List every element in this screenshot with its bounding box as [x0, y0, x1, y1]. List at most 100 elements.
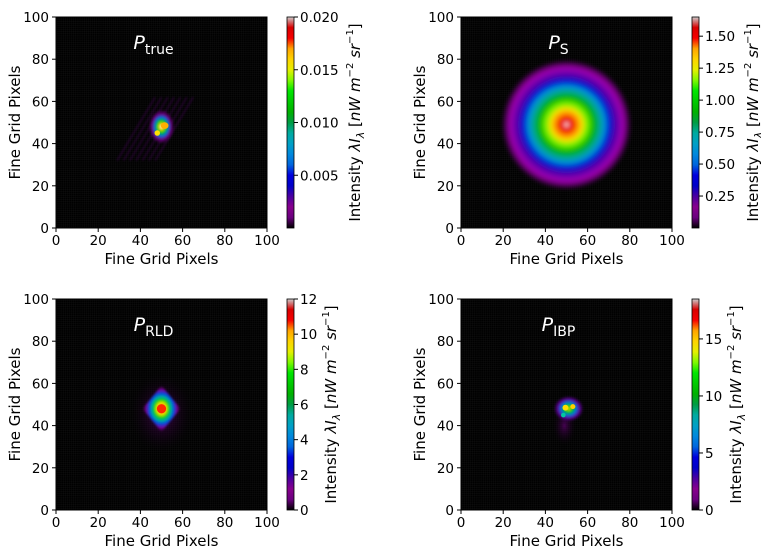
colorbar-label-part: Intensity — [727, 434, 745, 504]
colorbar-label-part: −2 — [726, 345, 737, 360]
colorbar-label-part: −1 — [726, 311, 737, 326]
colorbar-label: Intensity λIλ [nW m−2 sr−1] — [743, 23, 761, 221]
colorbar-label-part: nW m — [744, 77, 761, 121]
colorbar-label-part: ] — [346, 23, 364, 29]
panel-title-sub: true — [145, 42, 174, 58]
colorbar-label-part: [ — [727, 403, 745, 414]
source-knot — [570, 404, 576, 410]
colorbar-tick-label: 2 — [300, 468, 309, 484]
colorbar-label-part: [ — [744, 121, 761, 132]
colorbar-label-part: λ — [330, 414, 343, 422]
x-tick-label: 60 — [174, 515, 191, 531]
x-tick-label: 80 — [621, 515, 638, 531]
colorbar-label: Intensity λIλ [nW m−2 sr−1] — [345, 23, 367, 221]
colorbar — [286, 16, 295, 229]
panel-title-main: P — [542, 314, 554, 336]
colorbar-tick-label: 0.010 — [300, 116, 339, 132]
y-tick-label: 80 — [437, 52, 454, 68]
panel-title-main: P — [548, 32, 560, 54]
colorbar-label-part: nW m — [346, 77, 364, 121]
plot-frame — [55, 298, 268, 511]
colorbar-label-part: λ — [735, 414, 748, 422]
x-tick-label: 80 — [216, 515, 233, 531]
x-tick-label: 60 — [579, 515, 596, 531]
colorbar-tick-label: 0.50 — [705, 157, 735, 173]
x-axis-label: Fine Grid Pixels — [510, 250, 624, 268]
x-tick-label: 100 — [659, 515, 685, 531]
panel-title-main: P — [133, 32, 145, 54]
y-axis-label: Fine Grid Pixels — [411, 65, 429, 179]
colorbar-label-part: nW m — [727, 359, 745, 403]
colorbar-label-part: ] — [744, 23, 761, 29]
colorbar-label-part: sr — [744, 43, 761, 63]
striation — [129, 96, 169, 161]
x-tick-label: 0 — [52, 515, 61, 531]
y-tick-label: 80 — [32, 52, 49, 68]
panel-title-main: P — [134, 314, 146, 336]
panel-title-sub: IBP — [553, 324, 575, 340]
panel-title: Ptrue — [133, 32, 173, 58]
colorbar-tick-label: 0.25 — [705, 189, 735, 205]
y-tick-label: 60 — [437, 94, 454, 110]
y-tick-label: 60 — [32, 376, 49, 392]
x-tick-label: 100 — [254, 515, 280, 531]
colorbar-label-part: λI — [322, 420, 340, 435]
colorbar-tick-label: 8 — [300, 362, 309, 378]
colorbar-label-part: λI — [346, 138, 364, 153]
y-tick-label: 20 — [32, 461, 49, 477]
x-tick-label: 20 — [495, 233, 512, 249]
y-tick-label: 20 — [437, 461, 454, 477]
y-tick-label: 20 — [32, 179, 49, 195]
colorbar-tick-label: 5 — [705, 446, 714, 462]
colorbar-label-part: [ — [346, 121, 364, 132]
colorbar-tick-label: 1.50 — [705, 29, 735, 45]
heatmap-p-rld — [56, 299, 267, 510]
y-tick-label: 100 — [428, 292, 454, 308]
colorbar-label-part: −2 — [743, 63, 754, 78]
y-axis-label: Fine Grid Pixels — [411, 347, 429, 461]
colorbar-tick-label: 10 — [705, 389, 722, 405]
x-axis-label: Fine Grid Pixels — [105, 532, 219, 550]
x-tick-label: 40 — [537, 233, 554, 249]
striation — [116, 96, 156, 161]
striation — [123, 96, 162, 161]
colorbar-label-part: ] — [727, 305, 745, 311]
x-tick-label: 40 — [132, 515, 149, 531]
colorbar-label: Intensity λIλ [nW m−2 sr−1] — [321, 305, 343, 503]
colorbar-tick-label: 0.020 — [300, 10, 339, 26]
heatmap-p-ibp — [461, 299, 672, 510]
x-tick-label: 60 — [174, 233, 191, 249]
panel-title-sub: RLD — [145, 324, 173, 340]
panel-p-s: 0 20 40 60 80 100 0 20 40 60 80 100 Fine Grid Pixels… — [411, 10, 761, 268]
colorbar-label-part: λ — [354, 132, 367, 140]
colorbar-label: Intensity λIλ [nW m−2 sr−1] — [726, 305, 748, 503]
source-knot — [154, 130, 161, 136]
x-axis-label: Fine Grid Pixels — [510, 532, 624, 550]
panel-title-sub: S — [560, 42, 569, 58]
colorbar-tick-label: 6 — [300, 398, 309, 414]
colorbar-tick-label: 0 — [300, 503, 309, 519]
x-tick-label: 60 — [579, 233, 596, 249]
x-tick-label: 20 — [90, 515, 107, 531]
panel-title: PRLD — [134, 314, 174, 340]
colorbar-tick-label: 10 — [300, 327, 317, 343]
colorbar-label-part: Intensity — [322, 434, 340, 504]
colorbar-label-part: −1 — [743, 29, 754, 44]
y-tick-label: 100 — [428, 10, 454, 26]
colorbar-tick-label: 4 — [300, 433, 309, 449]
colorbar-label-part: −2 — [345, 63, 356, 78]
plot-frame — [55, 16, 268, 229]
colorbar-tick-label: 0.75 — [705, 125, 735, 141]
source-core — [156, 404, 167, 414]
x-tick-label: 0 — [52, 233, 61, 249]
colorbar-tick-label: 1.00 — [705, 93, 735, 109]
x-tick-label: 20 — [90, 233, 107, 249]
y-tick-label: 0 — [40, 221, 49, 237]
y-tick-label: 60 — [437, 376, 454, 392]
colorbar-label-part: λI — [744, 138, 761, 153]
colorbar-tick-label: 15 — [705, 332, 722, 348]
colorbar-label-part: Intensity — [346, 152, 364, 222]
